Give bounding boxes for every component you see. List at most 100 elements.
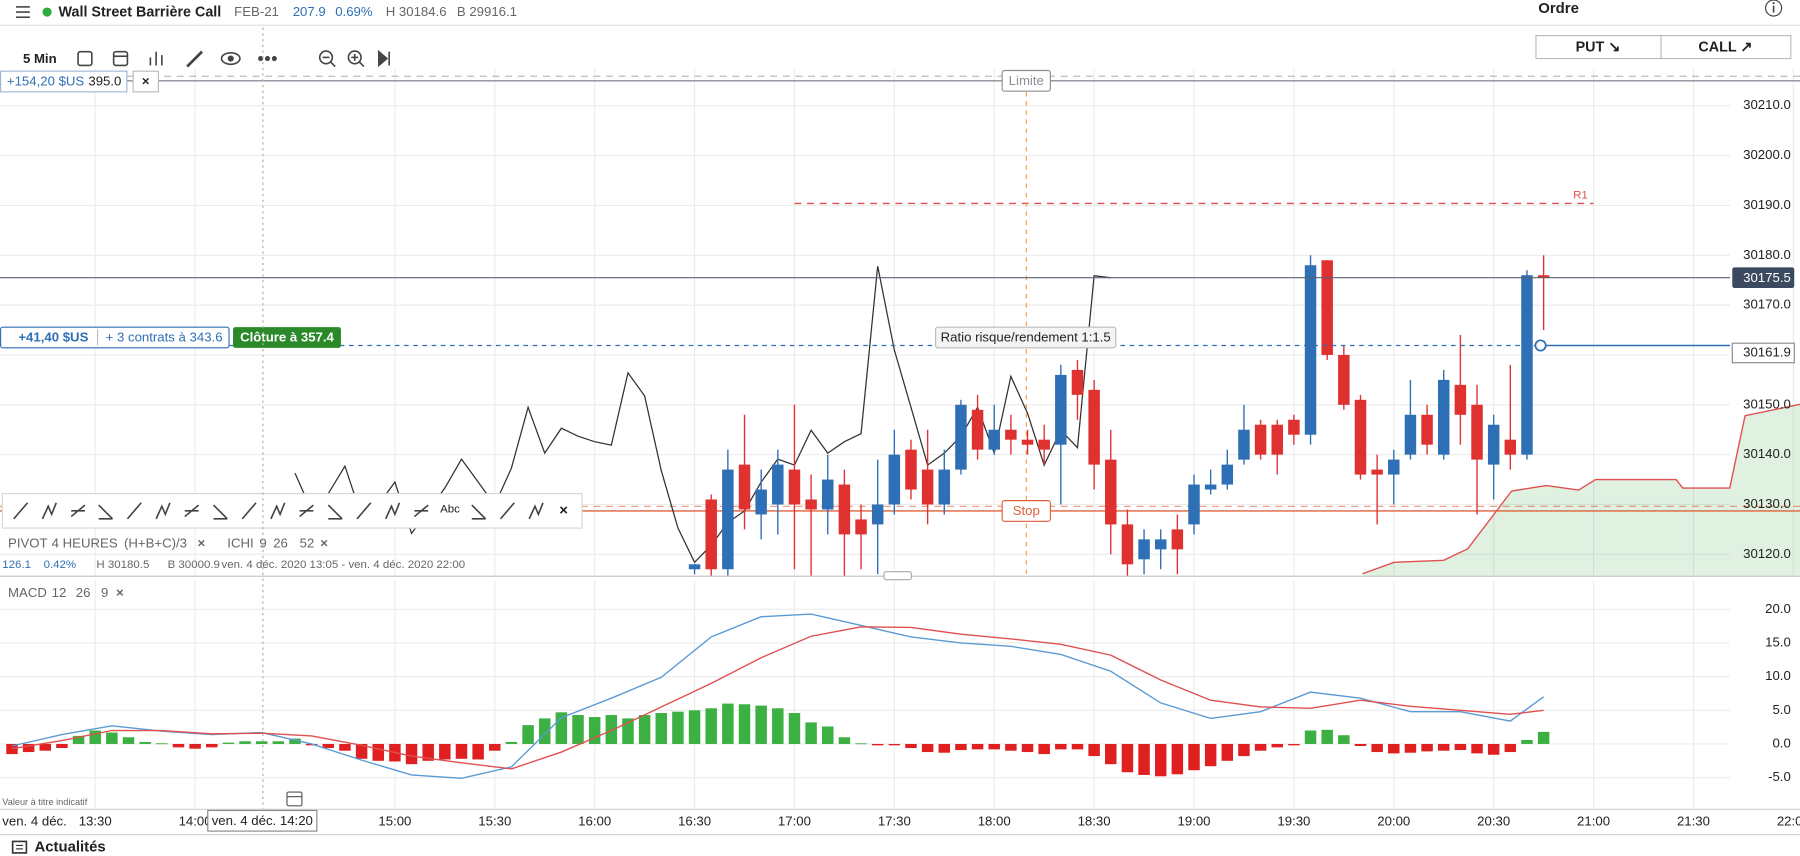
put-label[interactable]: PUT ↘ [1576, 39, 1621, 55]
x-tick-label: 15:30 [478, 813, 511, 828]
x-tick-label: 22:00 [1777, 813, 1800, 828]
macd-histogram-bar [871, 743, 884, 746]
candle-body [772, 464, 784, 505]
x-tick-label: 14:00 [179, 813, 212, 828]
tool-icon[interactable] [384, 502, 401, 520]
macd-histogram-bar [1071, 743, 1084, 750]
tool-icon[interactable] [241, 502, 257, 520]
limit-close-button[interactable] [132, 70, 159, 93]
calendar-icon[interactable] [286, 791, 303, 807]
put-button[interactable]: PUT ↘ [1535, 35, 1662, 60]
tool-icon[interactable] [471, 504, 487, 520]
macd-histogram-bar [289, 738, 301, 744]
macd-histogram-bar [855, 743, 867, 745]
tool-icon[interactable] [327, 504, 343, 520]
macd-param: 12 [52, 585, 67, 600]
limit-close-x[interactable]: × [142, 74, 150, 89]
drawing-tool-icons[interactable] [13, 502, 544, 520]
close-tools[interactable]: × [559, 502, 568, 519]
news-icon[interactable] [11, 840, 28, 854]
candle-body [1338, 354, 1350, 405]
candle-body [905, 449, 917, 490]
macd-histogram-bar [222, 742, 235, 744]
x-tick-label: 16:00 [578, 813, 611, 828]
level-label: Limite [1009, 73, 1044, 88]
tool-icon[interactable] [270, 502, 286, 520]
interval-selector[interactable]: 5 Min [23, 51, 57, 66]
candle-body [1238, 429, 1250, 460]
candle-body [1371, 469, 1383, 475]
macd-histogram-bar [1221, 743, 1234, 761]
macd-histogram-bar [955, 743, 967, 751]
macd-histogram-bar [1537, 731, 1550, 744]
tool-icon[interactable] [499, 502, 515, 520]
pivot-period: 4 HEURES [52, 536, 118, 551]
tool-icon[interactable] [13, 502, 29, 520]
macd-histogram-bar [6, 743, 18, 755]
macd-histogram-bar [1038, 743, 1050, 755]
call-label[interactable]: CALL ↗ [1698, 39, 1752, 55]
tool-icon[interactable] [41, 502, 57, 520]
macd-histogram-bar [805, 722, 817, 744]
candle-body [1271, 424, 1283, 455]
candle-body [971, 409, 984, 450]
call-button[interactable]: CALL ↗ [1660, 35, 1792, 60]
ichi-remove[interactable]: × [320, 536, 328, 551]
close-position-label[interactable]: Clôture à 357.4 [240, 330, 334, 345]
order-handle[interactable] [1534, 339, 1547, 352]
menu-icon[interactable] [16, 6, 30, 19]
macd-histogram-bar [1338, 735, 1350, 744]
macd-remove[interactable]: × [116, 585, 124, 600]
macd-histogram-bar [72, 735, 85, 744]
tool-icon[interactable] [184, 504, 200, 518]
macd-histogram-bar [688, 710, 701, 744]
candle-body [871, 504, 884, 525]
macd-histogram-bar [189, 743, 201, 749]
macd-histogram-bar [22, 743, 35, 753]
tool-icon[interactable] [413, 504, 429, 518]
candle-body [1171, 529, 1184, 550]
candle-body [1105, 459, 1117, 525]
pivot-remove[interactable]: × [197, 536, 205, 551]
order-price-tag [1731, 342, 1795, 364]
candle-body [1204, 484, 1217, 490]
chart-toolbar-icons[interactable] [77, 49, 390, 68]
text-tool[interactable]: Abc [440, 504, 460, 516]
macd-histogram-bar [1421, 743, 1433, 752]
close-position-button[interactable] [233, 327, 341, 348]
y-tick-label: 30120.0 [1743, 546, 1791, 561]
macd-histogram-bar [1354, 743, 1367, 746]
tool-icon[interactable] [70, 504, 86, 518]
candle-body [988, 429, 1000, 450]
tool-icon[interactable] [299, 504, 314, 518]
tool-icon[interactable] [212, 504, 228, 520]
candle-body [855, 519, 867, 535]
candle-body [1005, 429, 1017, 440]
tool-icon[interactable] [356, 502, 372, 520]
candle-body [1321, 260, 1333, 355]
news-tab[interactable]: Actualités [34, 839, 105, 856]
tool-icon[interactable] [528, 502, 544, 520]
x-tick-label: 21:00 [1577, 813, 1610, 828]
candle-body [1471, 404, 1483, 460]
axes: 30120.030130.030140.030150.030160.030170… [79, 97, 1800, 828]
tool-icon[interactable] [98, 504, 114, 520]
macd-histogram-bar [1304, 730, 1317, 744]
tool-icon[interactable] [126, 502, 142, 520]
level-label-box [1001, 500, 1051, 522]
change-pct: 0.69% [335, 4, 373, 19]
info-icon[interactable] [1764, 0, 1783, 17]
macd-histogram-bar [538, 718, 551, 744]
candle-body [1487, 424, 1500, 465]
panel-resize-handle[interactable] [883, 571, 913, 581]
limit-price: 395.0 [88, 74, 121, 89]
macd-histogram-bar [1487, 743, 1500, 755]
macd-param: 9 [101, 585, 108, 600]
candle-body [1038, 439, 1050, 450]
macd-param: 26 [76, 585, 91, 600]
tool-icon[interactable] [155, 502, 171, 520]
macd-histogram-bar [1021, 743, 1034, 753]
y-tick-label: 30210.0 [1743, 97, 1791, 112]
